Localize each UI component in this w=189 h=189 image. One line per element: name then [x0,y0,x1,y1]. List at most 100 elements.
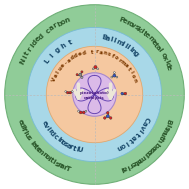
Circle shape [103,117,106,119]
Text: o: o [119,141,126,149]
Text: N: N [19,57,27,65]
Text: t: t [48,157,54,164]
Text: e: e [165,64,172,71]
Circle shape [73,73,116,116]
Text: e: e [150,38,158,46]
Text: l: l [22,130,28,135]
Circle shape [113,72,115,74]
Text: i: i [45,126,51,131]
Text: g: g [53,46,61,54]
Text: T: T [64,165,71,172]
Text: a: a [30,141,37,149]
Text: s: s [106,52,111,57]
Text: C: C [143,115,151,122]
Text: o: o [127,20,134,28]
Text: i: i [124,139,129,146]
Text: f: f [110,53,115,59]
Circle shape [79,73,82,76]
Text: t: t [127,136,133,143]
Text: m: m [115,38,124,47]
Text: i: i [137,127,143,133]
Text: s: s [25,134,32,141]
Text: t: t [67,39,73,46]
Text: o: o [60,139,67,147]
Text: i: i [163,59,170,64]
Text: i: i [55,136,61,143]
Text: a: a [105,35,111,42]
Text: v: v [139,123,146,130]
Text: f: f [20,127,27,132]
Circle shape [106,112,109,114]
Text: m: m [119,59,127,67]
Text: e: e [130,160,137,167]
Text: piezo(photo): piezo(photo) [80,91,109,95]
Circle shape [27,27,162,162]
Text: r: r [26,46,33,53]
Text: i: i [46,156,52,162]
Text: i: i [29,43,35,49]
Text: g: g [131,50,139,58]
Text: i: i [128,70,134,75]
Text: a: a [53,73,59,79]
Text: i: i [51,159,57,166]
Circle shape [82,111,85,114]
Text: d: d [164,61,171,68]
Text: i: i [125,163,130,170]
Text: s: s [133,24,140,31]
Circle shape [65,91,67,92]
Text: e: e [78,51,83,57]
Text: m: m [35,147,45,156]
Circle shape [92,68,94,70]
Text: m: m [147,35,156,45]
Text: a: a [150,143,158,151]
Text: i: i [120,41,125,47]
Text: d: d [37,32,45,40]
Text: B: B [165,118,173,125]
Text: a: a [66,57,72,63]
Text: d: d [31,39,39,46]
Text: a: a [58,163,65,170]
Text: e: e [34,146,41,153]
Text: r: r [125,19,130,26]
Text: o: o [130,73,136,79]
Text: d: d [18,121,25,128]
Text: l: l [119,166,124,172]
Circle shape [109,117,112,119]
Text: a: a [135,156,143,164]
Circle shape [106,115,109,118]
Text: t: t [152,41,159,48]
Circle shape [66,91,69,94]
Circle shape [113,74,116,77]
Text: t: t [133,158,139,165]
Circle shape [81,76,83,78]
Circle shape [81,71,83,73]
Text: n: n [129,48,137,55]
Text: e: e [121,18,128,25]
Text: e: e [17,118,24,125]
Text: r: r [46,128,53,134]
Text: d: d [82,50,87,56]
Text: t: t [126,67,131,72]
Text: k: k [135,25,143,33]
Text: t: t [71,145,77,152]
Text: n: n [40,151,48,159]
Text: n: n [64,17,71,24]
Text: i: i [19,125,26,129]
Text: n: n [102,50,107,56]
Text: l: l [109,36,113,42]
Text: e: e [34,36,42,43]
Text: t: t [158,133,165,139]
Text: a: a [154,44,162,51]
Circle shape [69,91,72,94]
Circle shape [121,92,124,95]
Text: m: m [160,126,169,135]
Text: v: v [130,22,137,29]
Text: catalysis: catalysis [84,96,105,100]
Text: c: c [52,134,60,141]
Text: a: a [65,142,72,149]
Text: n: n [131,77,137,83]
Text: a: a [123,63,129,69]
Circle shape [5,5,184,184]
Text: r: r [52,22,58,29]
Circle shape [79,111,82,114]
